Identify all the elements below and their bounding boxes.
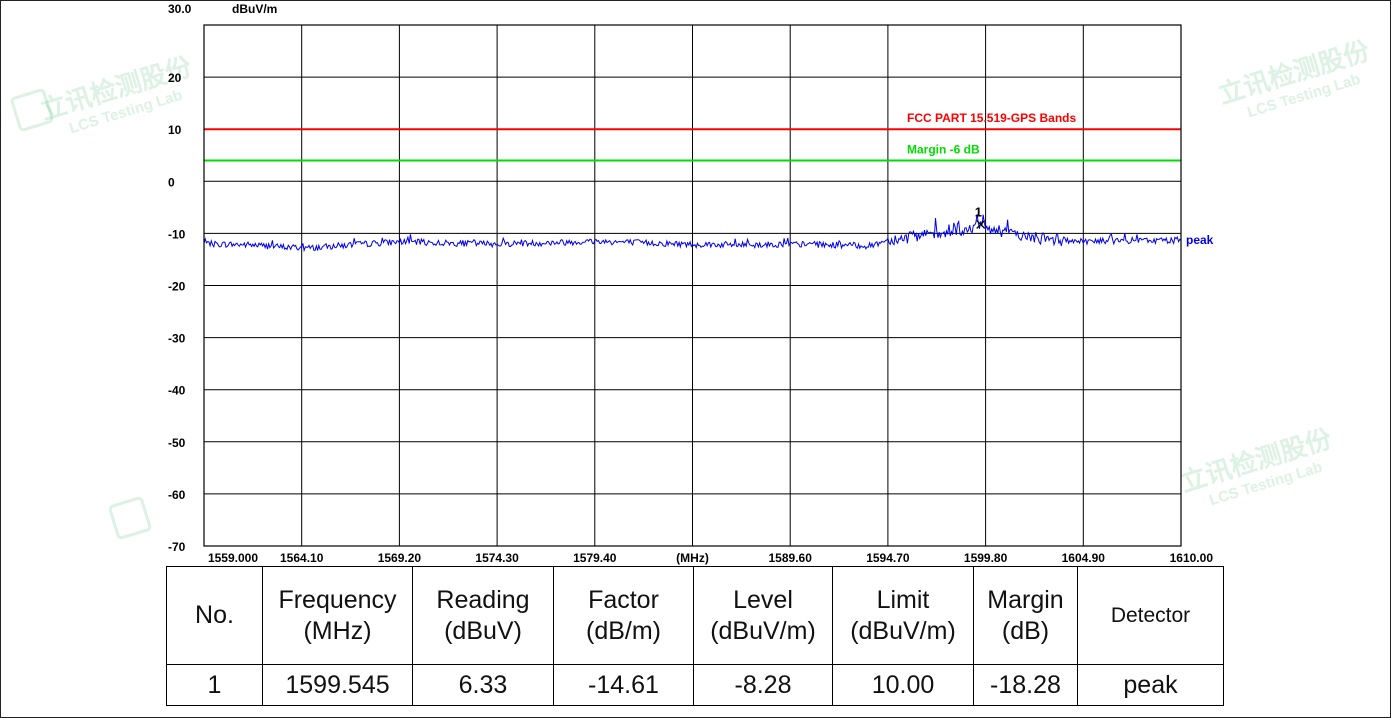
- y-tick-label: 20: [168, 71, 182, 85]
- limit-label: FCC PART 15.519-GPS Bands: [907, 111, 1076, 125]
- x-tick-label: 1564.10: [280, 551, 324, 565]
- table-row: 1 1599.545 6.33 -14.61 -8.28 10.00 -18.2…: [166, 664, 1224, 706]
- y-tick-label: 0: [168, 175, 175, 189]
- y-tick-label: 10: [168, 123, 182, 137]
- marker-label: 1: [975, 204, 982, 219]
- x-axis-ticks: 1559.000 1564.10 1569.20 1574.30 1579.40 (MHz…: [208, 551, 1213, 565]
- y-tick-label: -60: [168, 488, 186, 502]
- y-tick-label: 30.0: [168, 2, 192, 16]
- x-tick-label: (MHz): [676, 551, 709, 565]
- header-no: No.: [166, 566, 263, 665]
- measurement-trace: peak: [203, 214, 1214, 253]
- limit-lines: FCC PART 15.519-GPS Bands Margin -6 dB: [204, 111, 1181, 162]
- header-limit: Limit (dBuV/m): [832, 566, 974, 665]
- x-tick-label: 1599.80: [964, 551, 1008, 565]
- cell-factor: -14.61: [553, 664, 694, 706]
- x-tick-label: 1594.70: [866, 551, 910, 565]
- x-tick-label: 1589.60: [769, 551, 813, 565]
- x-tick-label: 1559.000: [208, 551, 258, 565]
- cell-level: -8.28: [693, 664, 833, 706]
- y-axis-ticks: 30.0 20 10 0 -10 -20 -30 -40 -50 -60 -70: [168, 2, 192, 554]
- chart-grid: [203, 24, 1182, 547]
- series-label: peak: [1186, 233, 1214, 247]
- peak-marker: 1: [975, 204, 986, 229]
- x-tick-label: 1574.30: [475, 551, 519, 565]
- table-header-row: No. Frequency (MHz) Reading (dBuV) Factor(…: [166, 566, 1224, 665]
- header-margin: Margin (dB): [973, 566, 1078, 665]
- cell-reading: 6.33: [412, 664, 554, 706]
- y-tick-label: -10: [168, 227, 186, 241]
- x-tick-label: 1604.90: [1062, 551, 1106, 565]
- header-factor: Factor (dB/m): [553, 566, 694, 665]
- header-reading: Reading (dBuV): [412, 566, 554, 665]
- cell-margin: -18.28: [973, 664, 1078, 706]
- x-tick-label: 1579.40: [573, 551, 617, 565]
- header-frequency: Frequency (MHz): [262, 566, 413, 665]
- y-tick-label: -20: [168, 280, 186, 294]
- marker-cross-icon: [976, 219, 986, 229]
- plot-area: [203, 24, 1182, 547]
- results-table: No. Frequency (MHz) Reading (dBuV) Factor(…: [166, 566, 1224, 706]
- y-axis-label: dBuV/m: [232, 2, 277, 16]
- y-tick-label: -40: [168, 384, 186, 398]
- header-level: Level (dBuV/m): [693, 566, 833, 665]
- y-tick-label: -50: [168, 436, 186, 450]
- cell-limit: 10.00: [832, 664, 974, 706]
- y-tick-label: -30: [168, 332, 186, 346]
- cell-no: 1: [166, 664, 263, 706]
- trace-line: [203, 214, 1182, 253]
- cell-detector: peak: [1077, 664, 1224, 706]
- y-tick-label: -70: [168, 540, 186, 554]
- limit-label: Margin -6 dB: [907, 142, 980, 156]
- x-tick-label: 1569.20: [378, 551, 422, 565]
- x-tick-label: 1610.00: [1170, 551, 1214, 565]
- cell-frequency: 1599.545: [262, 664, 413, 706]
- header-detector: Detector: [1077, 566, 1224, 665]
- emission-chart: FCC PART 15.519-GPS Bands Margin -6 dB pe…: [168, 2, 1214, 565]
